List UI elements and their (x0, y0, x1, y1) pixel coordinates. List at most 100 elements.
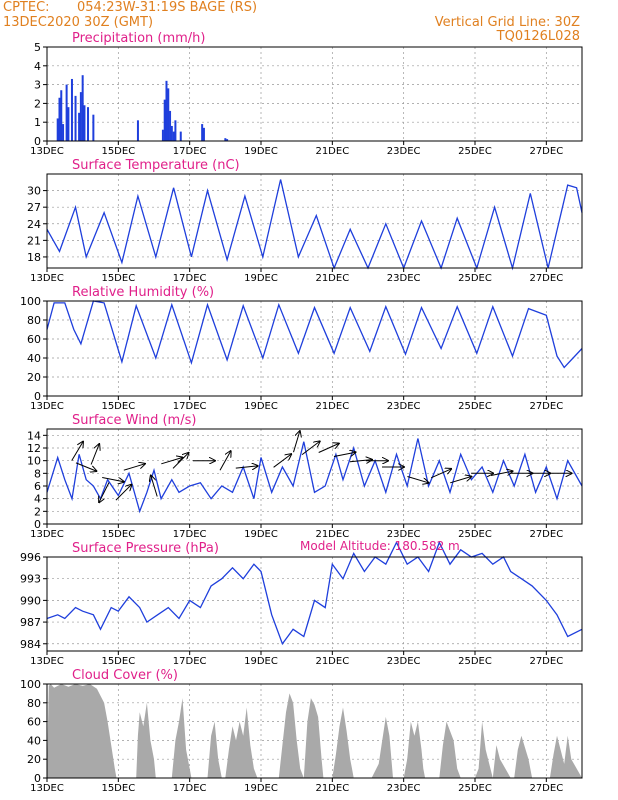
precip-bar (136, 120, 139, 141)
x-tick-label: 15DEC (101, 273, 135, 284)
panel-title: Surface Temperature (nC) (72, 158, 240, 173)
precip-bar (161, 129, 164, 141)
y-tick-label: 984 (20, 638, 41, 651)
panel-title: Surface Wind (m/s) (72, 413, 196, 428)
wind-arrow (293, 431, 300, 453)
y-tick-label: 1 (34, 116, 41, 129)
header-location: 054:23W-31:19S BAGE (RS) (77, 0, 257, 15)
precip-bar (60, 90, 63, 141)
precip-bar (172, 131, 175, 141)
wind-arrow (407, 476, 428, 483)
x-tick-label: 15DEC (101, 783, 135, 794)
precip-bar (83, 105, 86, 141)
x-tick-label: 17DEC (173, 656, 207, 667)
y-tick-label: 20 (27, 753, 41, 766)
y-tick-label: 5 (34, 41, 41, 54)
x-tick-label: 17DEC (173, 783, 207, 794)
x-tick-label: 23DEC (387, 146, 421, 157)
y-tick-label: 987 (20, 616, 41, 629)
x-tick-label: 17DEC (173, 401, 207, 412)
y-tick-label: 18 (27, 251, 41, 264)
wind-arrow (318, 444, 339, 453)
y-tick-label: 3 (34, 79, 41, 92)
panel-temp: Surface Temperature (nC) 18 21 24 27 30 13DEC 1… (27, 158, 583, 284)
panel-frame (46, 46, 583, 142)
y-tick-label: 4 (34, 60, 41, 73)
wind-arrow (75, 462, 96, 471)
wind-arrow (430, 469, 451, 479)
precip-bar (165, 80, 168, 141)
pres-line (46, 540, 583, 646)
y-tick-label: 80 (27, 314, 41, 327)
precip-bar (170, 125, 173, 141)
x-tick-label: 15DEC (101, 529, 135, 540)
wind-arrow (71, 442, 83, 461)
precip-bar (87, 107, 90, 141)
y-tick-label: 2 (34, 97, 41, 110)
wind-arrow (90, 444, 99, 465)
wind-arrow (102, 477, 124, 482)
y-tick-label: 10 (27, 455, 41, 468)
x-tick-label: 17DEC (173, 146, 207, 157)
x-tick-label: 19DEC (244, 656, 278, 667)
panel-cloud: Cloud Cover (%) 0 20 40 60 80 100 13DEC 15DEC 17D… (20, 668, 583, 794)
model-altitude: Model Altitude: 180.582 m (300, 539, 460, 553)
wind-arrow (115, 485, 132, 501)
x-tick-label: 21DEC (315, 529, 349, 540)
precip-bar (58, 97, 61, 141)
precip-bar (169, 110, 172, 141)
x-tick-label: 15DEC (101, 656, 135, 667)
x-tick-label: 23DEC (387, 783, 421, 794)
wind-arrow (333, 452, 356, 457)
wind-arrow (99, 482, 110, 503)
y-tick-label: 12 (27, 442, 41, 455)
precip-bar (70, 78, 73, 141)
header-grid-note: Vertical Grid Line: 30Z (435, 15, 580, 30)
y-tick-label: 80 (27, 697, 41, 710)
y-tick-label: 100 (20, 295, 41, 308)
y-tick-label: 4 (34, 493, 41, 506)
panel-frame (46, 428, 583, 525)
x-tick-label: 21DEC (315, 656, 349, 667)
precip-bar (65, 84, 68, 141)
precip-bar (226, 139, 229, 141)
x-tick-label: 13DEC (30, 401, 64, 412)
y-tick-label: 996 (20, 551, 41, 564)
panel-frame (46, 556, 583, 652)
x-tick-label: 17DEC (173, 273, 207, 284)
wind-arrow (123, 464, 145, 471)
precip-bar (67, 107, 70, 141)
panel-rh: Relative Humidity (%) 0 20 40 60 80 100 13DEC 15… (20, 285, 583, 412)
x-tick-label: 27DEC (529, 529, 563, 540)
precip-bar (92, 114, 95, 141)
x-tick-label: 27DEC (529, 146, 563, 157)
y-tick-label: 24 (27, 218, 41, 231)
header-datetime: 13DEC2020 30Z (GMT) (3, 15, 153, 30)
y-tick-label: 60 (27, 333, 41, 346)
y-tick-label: 8 (34, 467, 41, 480)
y-tick-label: 27 (27, 201, 41, 214)
precip-bar (179, 131, 182, 141)
x-tick-label: 19DEC (244, 273, 278, 284)
cloud-cover-area (47, 684, 582, 778)
x-tick-label: 25DEC (458, 401, 492, 412)
precip-bar (224, 138, 227, 141)
precip-bar (74, 95, 77, 141)
y-tick-label: 990 (20, 594, 41, 607)
wind-arrow (301, 441, 320, 456)
x-tick-label: 19DEC (244, 146, 278, 157)
x-tick-label: 25DEC (458, 273, 492, 284)
panel-frame (46, 300, 583, 397)
x-tick-label: 25DEC (458, 783, 492, 794)
wind-arrow (273, 454, 292, 468)
y-tick-label: 0 (34, 772, 41, 785)
x-tick-label: 13DEC (30, 146, 64, 157)
header-code: TQ0126L028 (496, 29, 580, 44)
wind-arrow (450, 477, 471, 484)
temp-line (46, 179, 583, 271)
y-tick-label: 30 (27, 185, 41, 198)
panel-pres: Surface Pressure (hPa) 984 987 990 993 996 13D… (20, 540, 583, 667)
